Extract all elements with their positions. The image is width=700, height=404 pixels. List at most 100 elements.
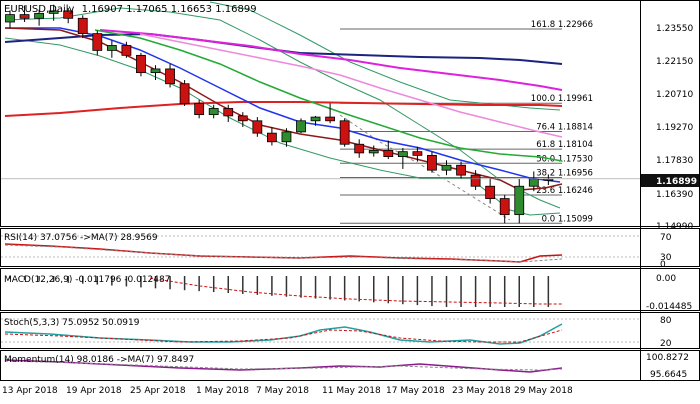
candle xyxy=(179,80,190,106)
candle xyxy=(34,9,44,26)
candle-body xyxy=(266,132,277,143)
bollinger-lower-line xyxy=(4,37,561,216)
candle-body xyxy=(354,143,365,154)
candle-body xyxy=(514,185,525,216)
candle-body xyxy=(470,174,481,187)
candle xyxy=(252,117,263,137)
candle-body xyxy=(296,120,306,133)
candle xyxy=(281,128,292,147)
candle xyxy=(48,4,59,21)
candle xyxy=(456,161,466,179)
current-price-label: 1.16899 xyxy=(656,177,697,187)
fib-level-label: 0.0 1.15099 xyxy=(542,214,593,224)
ma-green-line xyxy=(94,29,563,162)
stoch-label: Stoch(5,3,3) 75.0952 50.0919 xyxy=(4,318,140,328)
candle xyxy=(5,10,15,29)
candle xyxy=(485,178,496,204)
candle-body xyxy=(106,45,117,51)
fib-level-label: 61.8 1.18104 xyxy=(536,140,593,150)
candle xyxy=(19,5,30,23)
price-tick-label: 1.22150 xyxy=(656,57,693,67)
rsi-pane: RSI(14) 37.0756 ->MA(7) 28.9569 70 30 0 xyxy=(1,233,672,270)
momentum-axis-label: 100.8272 xyxy=(646,353,689,363)
candle-body xyxy=(441,164,452,171)
price-tick-label: 1.23550 xyxy=(656,24,693,34)
candle xyxy=(150,65,161,81)
candle-body xyxy=(339,120,350,145)
candle xyxy=(223,104,234,123)
candle xyxy=(368,145,379,157)
x-tick-label: 13 Apr 2018 xyxy=(2,386,58,396)
candle-body xyxy=(383,150,394,158)
rsi-axis-label: 70 xyxy=(660,233,672,243)
candle-body xyxy=(485,185,496,199)
momentum-ma-line xyxy=(4,360,563,371)
rsi-axis-label: 0 xyxy=(660,260,666,270)
price-tick-label: 1.16390 xyxy=(656,190,693,200)
candle-body xyxy=(63,10,74,19)
macd-label: MACD(12,26,9) -0.011796 -0.012487 xyxy=(4,275,170,285)
candle xyxy=(106,40,117,58)
fib-level-label: 23.6 1.16246 xyxy=(536,186,593,196)
stoch-axis-label: 20 xyxy=(660,339,672,349)
candle xyxy=(441,160,452,176)
ma-magenta-line xyxy=(99,29,563,91)
x-axis: 13 Apr 2018 19 Apr 2018 25 Apr 2018 1 Ma… xyxy=(2,386,573,396)
candle xyxy=(237,112,248,127)
x-tick-label: 7 May 2018 xyxy=(256,386,309,396)
price-tick-label: 1.17830 xyxy=(656,156,693,166)
stoch-axis-label: 80 xyxy=(660,316,672,326)
macd-axis-label: 0.00 xyxy=(656,274,676,284)
moving-averages xyxy=(4,27,563,191)
price-axis: 1.23550 1.22150 1.20710 1.19270 1.17830 … xyxy=(656,24,693,232)
candle-body xyxy=(223,108,234,117)
x-tick-label: 19 Apr 2018 xyxy=(66,386,122,396)
candle-body xyxy=(48,10,59,14)
candle xyxy=(383,140,394,160)
candle xyxy=(339,118,350,147)
candle xyxy=(208,104,219,119)
momentum-pane: Momentum(14) 98.0186 ->MA(7) 97.8497 100… xyxy=(4,353,689,380)
candle-body xyxy=(92,33,103,51)
fib-level-label: 76.4 1.18814 xyxy=(536,123,593,133)
candle-body xyxy=(325,116,336,122)
x-tick-label: 29 May 2018 xyxy=(514,386,573,396)
candle xyxy=(325,103,336,124)
x-tick-label: 11 May 2018 xyxy=(322,386,381,396)
momentum-label: Momentum(14) 98.0186 ->MA(7) 97.8497 xyxy=(4,355,194,365)
rsi-axis-label: 30 xyxy=(660,253,672,263)
candle-body xyxy=(310,116,321,122)
rsi-label: RSI(14) 37.0756 ->MA(7) 28.9569 xyxy=(4,233,158,243)
candle-body xyxy=(34,12,44,19)
current-price-box xyxy=(641,174,699,187)
stoch-pane: Stoch(5,3,3) 75.0952 50.0919 80 20 xyxy=(1,316,672,349)
fibonacci-layer: 161.8 1.22966 100.0 1.19961 76.4 1.18814 61… xyxy=(340,20,593,224)
candle-body xyxy=(121,45,132,56)
candle xyxy=(194,99,205,119)
candle-body xyxy=(456,164,466,176)
candle-body xyxy=(5,14,15,23)
macd-histogram xyxy=(9,276,550,307)
candle-body xyxy=(194,103,205,116)
candle xyxy=(77,15,88,39)
x-tick-label: 25 Apr 2018 xyxy=(130,386,186,396)
candle-body xyxy=(397,151,408,158)
candle-body xyxy=(252,120,263,134)
momentum-axis-label: 95.6645 xyxy=(650,370,687,380)
macd-axis-label: -0.014485 xyxy=(646,302,692,312)
candle-body xyxy=(165,68,175,85)
candle xyxy=(266,126,277,146)
bollinger-upper-line xyxy=(4,7,561,209)
macd-pane: MACD(12,26,9) -0.011796 -0.012487 0.00 -… xyxy=(4,274,692,312)
x-tick-label: 1 May 2018 xyxy=(196,386,249,396)
stoch-d-line xyxy=(4,329,563,343)
candle xyxy=(121,41,132,58)
candle-body xyxy=(528,178,539,187)
bollinger-middle-line xyxy=(209,1,561,111)
candle xyxy=(499,194,510,224)
candle xyxy=(165,63,175,88)
rsi-line xyxy=(4,243,563,263)
fib-level-label: 50.0 1.17530 xyxy=(536,154,593,164)
price-tick-label: 1.20710 xyxy=(656,90,693,100)
